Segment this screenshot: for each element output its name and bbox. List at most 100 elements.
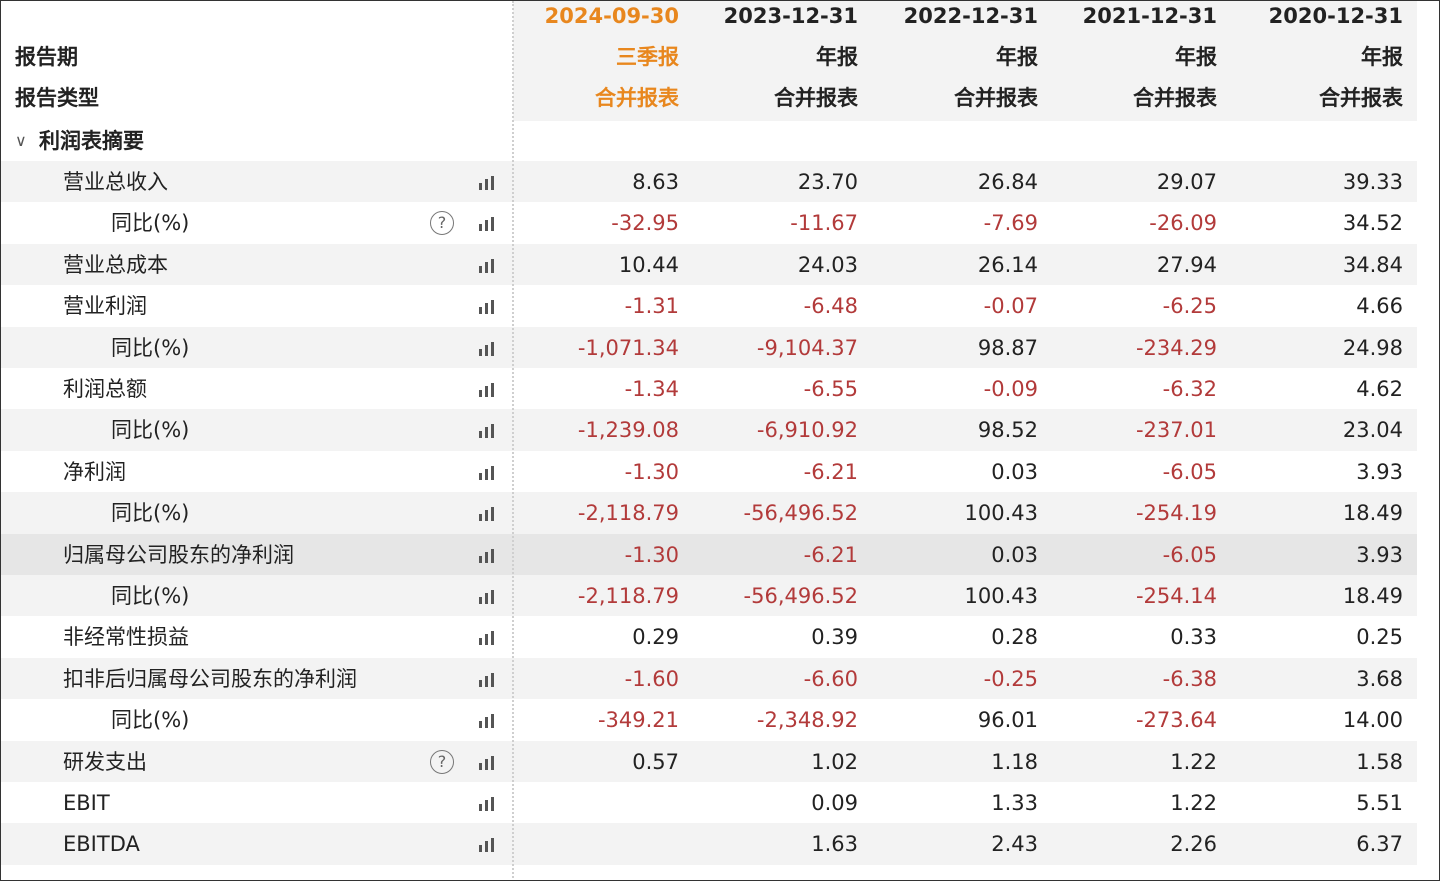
report-type: 合并报表 (595, 86, 679, 110)
chart-icon[interactable] (477, 835, 499, 853)
report-kind: 年报 (1175, 45, 1217, 69)
row-band (1, 616, 1417, 658)
column-divider (512, 1, 514, 880)
cell-value: -6.05 (1162, 542, 1217, 567)
cell-value: -234.29 (1135, 335, 1217, 360)
cell-value: 3.68 (1356, 666, 1403, 691)
cell-value: 34.52 (1342, 211, 1403, 236)
row-band (1, 740, 1417, 782)
chart-icon[interactable] (477, 546, 499, 564)
chart-icon[interactable] (477, 711, 499, 729)
cell-value: 1.63 (811, 832, 858, 857)
help-icon[interactable]: ? (430, 211, 454, 236)
chart-icon[interactable] (477, 339, 499, 357)
cell-value: -56,496.52 (743, 501, 858, 526)
row-band (1, 657, 1417, 700)
cell-value: -6.55 (803, 377, 858, 401)
row-band (1, 326, 1417, 368)
cell-value: -6.21 (803, 459, 858, 484)
cell-value: 2.43 (991, 832, 1038, 857)
cell-value: -6.21 (803, 542, 858, 567)
cell-value: -6.60 (803, 666, 858, 691)
cell-value: 1.22 (1170, 791, 1217, 815)
cell-value: -0.25 (983, 666, 1038, 691)
cell-value: 0.33 (1170, 625, 1217, 650)
chart-icon[interactable] (477, 504, 499, 522)
cell-value: 4.62 (1356, 377, 1403, 401)
chart-icon[interactable] (477, 297, 499, 315)
cell-value: -9,104.37 (756, 335, 858, 360)
collapse-toggle[interactable]: ∨ (15, 131, 27, 150)
cell-value: -1.31 (624, 294, 679, 319)
chart-icon[interactable] (477, 753, 499, 771)
chart-icon[interactable] (477, 380, 499, 398)
report-type: 合并报表 (1133, 86, 1217, 110)
cell-value: 10.44 (618, 252, 679, 277)
row-label: 同比(%) (111, 584, 190, 608)
chart-icon[interactable] (477, 214, 499, 232)
chart-icon[interactable] (477, 463, 499, 481)
chart-icon[interactable] (477, 670, 499, 688)
chart-icon[interactable] (477, 587, 499, 605)
row-band (1, 533, 1417, 575)
row-label: 归属母公司股东的净利润 (63, 542, 294, 567)
chart-icon[interactable] (477, 421, 499, 439)
chart-icon[interactable] (477, 256, 499, 274)
cell-value: 5.51 (1356, 791, 1403, 815)
cell-value: 0.09 (811, 791, 858, 815)
cell-value: -0.09 (983, 377, 1038, 401)
cell-value: 96.01 (977, 708, 1038, 733)
row-band (1, 699, 1417, 741)
cell-value: 24.03 (797, 252, 858, 277)
row-label: EBITDA (63, 832, 140, 857)
cell-value: 29.07 (1156, 170, 1217, 194)
report-kind: 三季报 (616, 45, 679, 69)
cell-value: 6.37 (1356, 832, 1403, 857)
cell-value: -6.05 (1162, 459, 1217, 484)
cell-value: -6.48 (803, 294, 858, 319)
cell-value: 1.22 (1170, 749, 1217, 774)
cell-value: -11.67 (790, 211, 858, 236)
cell-value: 0.25 (1356, 625, 1403, 650)
period: 2020-12-31 (1268, 4, 1403, 28)
help-icon[interactable]: ? (430, 749, 454, 774)
cell-value: 0.28 (991, 625, 1038, 650)
chart-icon[interactable] (477, 173, 499, 191)
cell-value: 1.33 (991, 791, 1038, 815)
cell-value: 34.84 (1342, 252, 1403, 277)
cell-value: -2,348.92 (756, 708, 858, 733)
row-band (1, 285, 1417, 327)
cell-value: 1.58 (1356, 749, 1403, 774)
report-type: 合并报表 (954, 86, 1038, 110)
row-band (1, 782, 1417, 824)
cell-value: -1.30 (624, 459, 679, 484)
row-label: 扣非后归属母公司股东的净利润 (63, 666, 357, 691)
row-band (1, 450, 1417, 493)
cell-value: -1.60 (624, 666, 679, 691)
row-band (1, 575, 1417, 617)
section-title[interactable]: 利润表摘要 (39, 129, 144, 153)
row-band (1, 409, 1417, 451)
chart-icon[interactable] (477, 794, 499, 812)
period: 2021-12-31 (1082, 4, 1217, 28)
cell-value: -26.09 (1149, 211, 1217, 236)
cell-value: 0.03 (991, 542, 1038, 567)
row-label: 同比(%) (111, 335, 190, 360)
row-band (1, 161, 1417, 203)
row-band (1, 243, 1417, 286)
cell-value: -2,118.79 (577, 501, 679, 526)
cell-value: 24.98 (1342, 335, 1403, 360)
cell-value: 23.70 (797, 170, 858, 194)
cell-value: 39.33 (1342, 170, 1403, 194)
period: 2023-12-31 (723, 4, 858, 28)
cell-value: -273.64 (1135, 708, 1217, 733)
cell-value: 2.26 (1170, 832, 1217, 857)
row-label: 报告类型 (15, 86, 99, 110)
cell-value: 1.18 (991, 749, 1038, 774)
cell-value: 0.39 (811, 625, 858, 650)
row-label: EBIT (63, 791, 110, 815)
chart-icon[interactable] (477, 628, 499, 646)
cell-value: 18.49 (1342, 501, 1403, 526)
row-label: 同比(%) (111, 708, 190, 733)
